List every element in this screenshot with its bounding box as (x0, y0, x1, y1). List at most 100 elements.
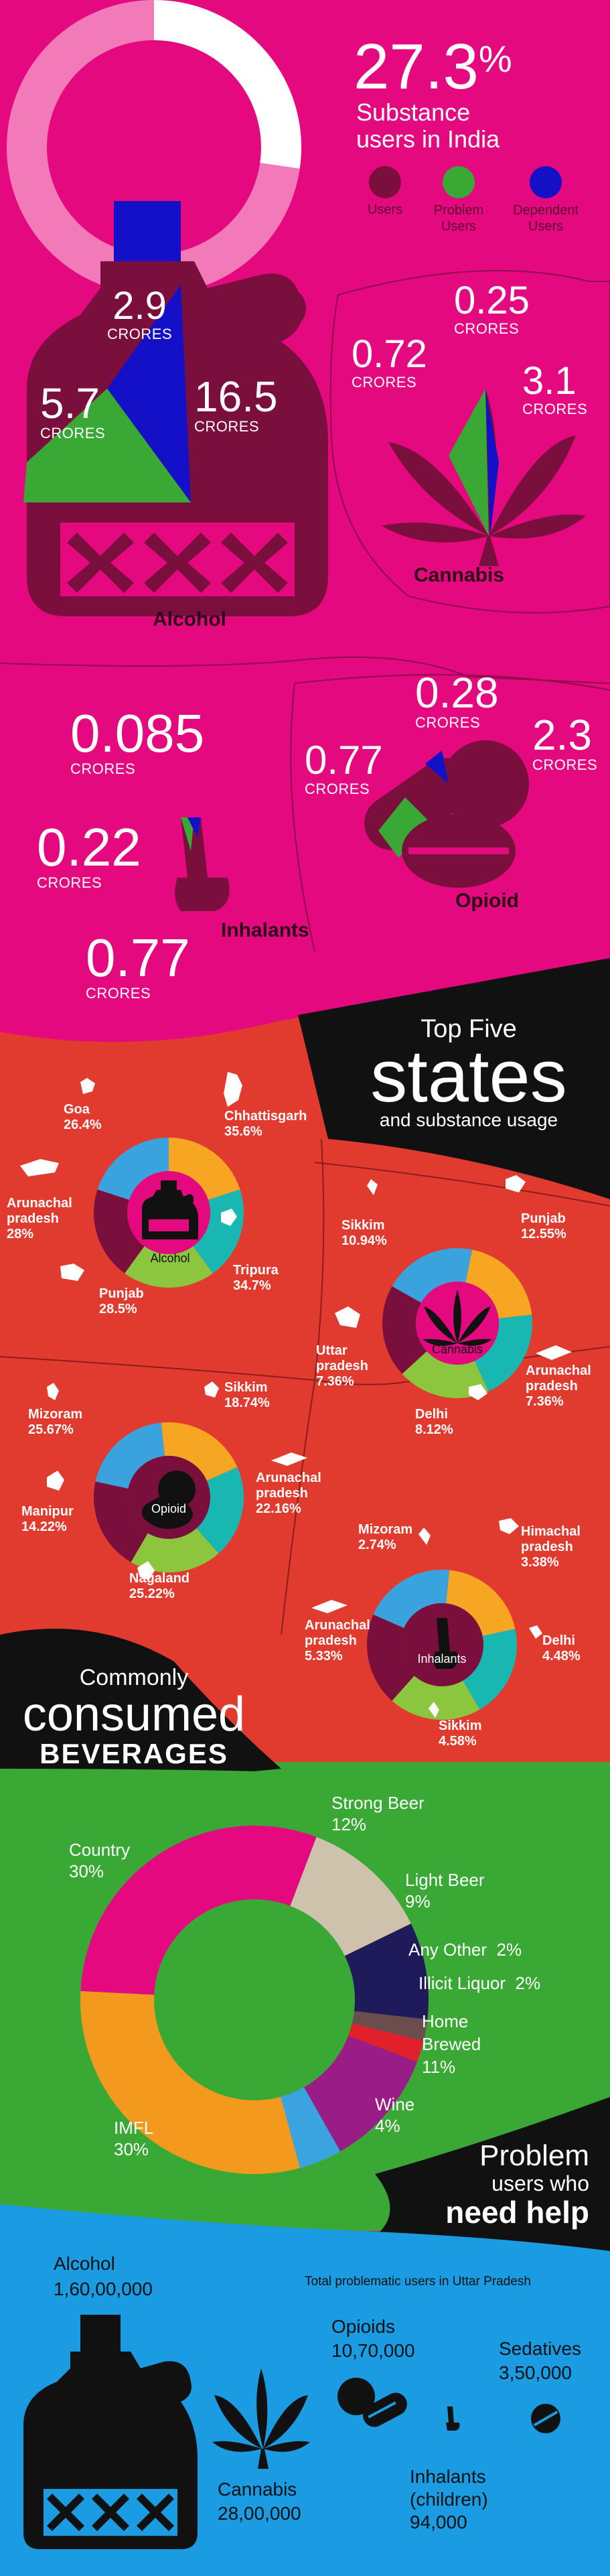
state-donut-segment (367, 1614, 414, 1701)
state-donut-segment (402, 1351, 489, 1398)
help-item-sedatives: Sedatives 3,50,000 (499, 2338, 581, 2383)
opioid-users: 2.3 CRORES (532, 711, 598, 773)
state-label: Delhi 8.12% (415, 1407, 453, 1437)
state-donut-segment (392, 1248, 473, 1303)
cannabis-leaf-icon (212, 2368, 310, 2469)
state-donut-segment (474, 1314, 532, 1392)
bev-label-strong-beer: Strong Beer 12% (331, 1793, 425, 1834)
help-title: Problem users who need help (445, 2139, 589, 2230)
bev-slice-home-brewed (303, 2035, 417, 2152)
cannabis-users: 3.1 CRORES (522, 359, 588, 418)
bev-slice-wine (281, 2087, 341, 2168)
inhaler-icon (446, 2406, 460, 2431)
alcohol-name: Alcohol (153, 608, 226, 630)
legend-dependent: Dependent Users (502, 166, 589, 234)
header-subtitle: Substance users in India (356, 98, 500, 153)
state-label: Mizoram 2.74% (358, 1522, 413, 1552)
state-label: Punjab 28.5% (99, 1286, 144, 1316)
state-donut-segment (94, 1189, 145, 1274)
bev-slice-light-beer (344, 1923, 429, 2020)
state-label: Punjab 12.55% (521, 1211, 566, 1241)
inhalants-users: 0.77 CRORES (86, 928, 190, 1002)
state-label: Uttar pradesh 7.36% (316, 1343, 368, 1389)
opioid-problem: 0.77 CRORES (305, 738, 383, 798)
header-stat: 27.3% (354, 31, 512, 103)
state-label: Arunachal pradesh 28% (7, 1196, 72, 1241)
opioid-name: Opioid (455, 890, 519, 912)
state-map-silhouettes (20, 1072, 572, 1718)
cannabis-dependent: 0.25 CRORES (454, 279, 530, 338)
bev-slice-strong-beer (290, 1837, 411, 1956)
state-label: Goa 26.4% (64, 1102, 102, 1132)
legend-problem: Problem Users (422, 166, 495, 234)
state-donut-segment (463, 1629, 517, 1710)
inhalants-dependent: 0.085 CRORES (70, 703, 205, 778)
inhalants-problem: 0.22 CRORES (37, 817, 141, 892)
help-item-alcohol: Alcohol 1,60,00,000 (54, 2253, 153, 2299)
bev-label-wine: Wine 4% (375, 2094, 415, 2136)
state-label: Delhi 4.48% (542, 1633, 581, 1664)
bev-label-imfl: IMFL 30% (114, 2118, 154, 2159)
bev-slice-illicit-liquor (348, 2023, 424, 2062)
legend-problem-dot (443, 166, 475, 198)
state-label: Arunachal pradesh 22.16% (256, 1471, 321, 1516)
state-label: Arunachal pradesh 7.36% (526, 1363, 591, 1409)
state-donut-segment (382, 1286, 427, 1374)
donut-cannabis-center: Cannabis (431, 1343, 483, 1356)
sedative-pill-icon (531, 2404, 560, 2433)
alcohol-problem: 5.7 CRORES (40, 379, 106, 442)
inhaler-icon (175, 817, 230, 911)
opioid-dependent: 0.28 CRORES (415, 669, 499, 731)
state-donut-segment (196, 1467, 244, 1554)
state-label: Himachal pradesh 3.38% (521, 1524, 581, 1570)
bev-label-country: Country 30% (69, 1840, 131, 1881)
state-label: Arunachal pradesh 5.33% (305, 1618, 370, 1664)
cannabis-leaf-icon (382, 389, 586, 566)
legend-users: Users (355, 166, 415, 218)
opioid-pills-icon (364, 740, 529, 888)
bev-label-home-brewed: Home Brewed 11% (422, 2011, 481, 2077)
state-donut-segment (97, 1138, 169, 1200)
cannabis-name: Cannabis (414, 564, 505, 586)
state-donut-segment (392, 1676, 480, 1720)
state-label: Mizoram 25.67% (28, 1407, 83, 1437)
state-donut-segment (95, 1422, 165, 1489)
state-donut-segment (131, 1528, 219, 1572)
bev-label-illicit-liquor: Illicit Liquor 2% (418, 1973, 541, 1993)
alcohol-bottle-icon (23, 2315, 198, 2549)
state-donut-segment (465, 1249, 532, 1318)
alcohol-users: 16.5 CRORES (194, 372, 278, 435)
state-label: Sikkim 18.74% (224, 1380, 270, 1410)
cannabis-problem: 0.72 CRORES (352, 332, 427, 391)
legend-dependent-dot (530, 166, 562, 198)
beverages-donut-chart (80, 1826, 429, 2174)
top-states-title: Top Five states and substance usage (370, 1015, 567, 1130)
bev-slice-any-other (352, 2011, 428, 2041)
help-item-opioids: Opioids 10,70,000 (331, 2316, 415, 2361)
help-item-cannabis: Cannabis 28,00,000 (218, 2479, 301, 2524)
donut-opioid-center: Opioid (151, 1502, 187, 1515)
beverages-title: Commonly consumed BEVERAGES (22, 1665, 246, 1769)
state-donut-segment (373, 1570, 450, 1629)
bev-label-light-beer: Light Beer 9% (405, 1870, 485, 1911)
state-donut-segment (94, 1481, 148, 1562)
state-donut-segment (161, 1422, 238, 1481)
state-label: Manipur 14.22% (21, 1504, 74, 1534)
legend-users-dot (369, 166, 401, 198)
bev-slice-imfl (80, 1991, 300, 2174)
bev-label-any-other: Any Other 2% (408, 1940, 522, 1960)
alcohol-bottle-icon (23, 201, 328, 616)
state-label: Tripura 34.7% (233, 1263, 279, 1293)
opioid-pills-icon (337, 2378, 407, 2427)
state-label: Sikkim 4.58% (439, 1718, 482, 1749)
help-subtitle: Total problematic users in Uttar Pradesh (305, 2275, 531, 2289)
state-label: Chhattisgarh 35.6% (224, 1109, 307, 1139)
state-label: Sikkim 10.94% (341, 1218, 387, 1248)
donut-alcohol-center: Alcohol (150, 1251, 190, 1265)
header-legend: Users Problem Users Dependent Users (348, 166, 609, 253)
state-donut-segment (125, 1246, 213, 1288)
bev-slice-country (80, 1826, 317, 1995)
inhalants-name: Inhalants (221, 919, 309, 941)
state-donut-segment (446, 1570, 516, 1636)
alcohol-dependent: 2.9 CRORES (107, 284, 173, 343)
